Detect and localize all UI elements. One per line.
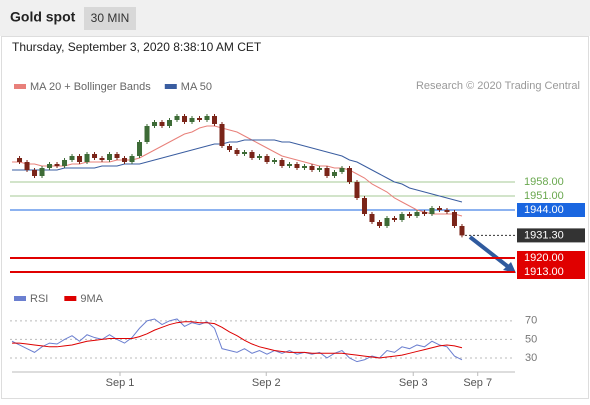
chart-frame <box>1 36 589 399</box>
candle <box>114 154 120 158</box>
candle <box>227 146 233 150</box>
x-tick-label: Sep 2 <box>252 377 281 389</box>
level-box <box>517 203 585 217</box>
legend-swatch <box>164 84 177 89</box>
candle <box>399 214 405 220</box>
level-box <box>517 265 585 279</box>
legend-label: RSI <box>30 293 48 305</box>
candle <box>459 226 465 236</box>
candle <box>436 208 442 210</box>
legend-label: MA 50 <box>181 81 212 93</box>
candle <box>189 118 195 122</box>
candle <box>384 218 390 226</box>
candle <box>429 208 435 214</box>
level-box <box>517 228 585 243</box>
level-label: 1944.00 <box>524 204 564 216</box>
candle <box>249 152 255 158</box>
x-tick-label: Sep 7 <box>463 377 492 389</box>
candle <box>129 156 135 162</box>
candle <box>444 210 450 212</box>
y-tick-label: 50 <box>525 333 537 345</box>
candle <box>24 162 30 170</box>
candle <box>32 170 38 176</box>
level-label: 1920.00 <box>524 252 564 264</box>
candle <box>406 214 412 216</box>
legend-label: MA 20 + Bollinger Bands <box>30 81 151 93</box>
candle <box>99 158 105 160</box>
candle <box>204 116 210 120</box>
instrument-title: Gold spot <box>10 9 76 25</box>
date: Thursday, September 3, 2020 8:38:10 AM C… <box>12 40 262 54</box>
candle <box>182 116 188 122</box>
candle <box>301 166 307 168</box>
candle <box>174 116 180 120</box>
candle <box>47 164 53 168</box>
candle <box>17 158 23 162</box>
candle <box>294 164 300 168</box>
candle <box>84 154 90 162</box>
candle <box>39 168 45 176</box>
indicator-line <box>12 321 463 359</box>
timeframe[interactable]: 30 MIN <box>91 11 130 25</box>
candle <box>391 218 397 220</box>
credit: Research © 2020 Trading Central <box>416 80 580 92</box>
candle <box>197 118 203 120</box>
candle <box>324 168 330 176</box>
candle <box>339 168 345 172</box>
level-label: 1951.00 <box>524 190 564 202</box>
candle <box>167 120 173 126</box>
candle <box>144 126 150 142</box>
x-tick-label: Sep 1 <box>106 377 135 389</box>
candle <box>346 168 352 182</box>
candle <box>92 154 98 158</box>
forecast-arrow <box>468 235 513 271</box>
level-label: 1913.00 <box>524 266 564 278</box>
candle <box>212 116 218 124</box>
level-box <box>517 251 585 265</box>
indicator-line <box>12 139 463 203</box>
indicator-line <box>11 318 463 363</box>
level-label: 1931.30 <box>524 229 564 241</box>
y-tick-label: 70 <box>525 315 537 327</box>
candle <box>309 166 315 170</box>
legend-swatch <box>64 296 77 301</box>
candle <box>286 164 292 166</box>
candle <box>376 222 382 226</box>
candle <box>122 158 128 162</box>
candle <box>264 156 270 162</box>
candle <box>414 212 420 216</box>
candle <box>219 124 225 146</box>
candle <box>242 152 248 154</box>
candle <box>152 122 158 126</box>
candle <box>271 160 277 162</box>
candle <box>421 212 427 214</box>
candle <box>234 150 240 154</box>
legend-label: 9MA <box>80 293 103 305</box>
candle <box>369 214 375 222</box>
candle <box>77 156 83 162</box>
timeframe-badge[interactable] <box>84 7 136 30</box>
candle <box>54 164 60 166</box>
candle <box>354 182 360 198</box>
candle <box>257 156 263 158</box>
candle <box>361 198 367 214</box>
x-tick-label: Sep 3 <box>399 377 428 389</box>
candle <box>159 122 165 126</box>
candle <box>69 156 75 160</box>
candle <box>451 212 457 226</box>
arrow-head <box>503 262 516 273</box>
level-label: 1958.00 <box>524 176 564 188</box>
indicator-line <box>12 125 463 217</box>
candle <box>137 142 143 156</box>
legend-swatch <box>14 296 26 301</box>
candle <box>316 168 322 170</box>
y-tick-label: 30 <box>525 352 537 364</box>
candle <box>62 160 68 166</box>
legend-swatch <box>14 84 26 89</box>
candle <box>331 172 337 176</box>
candle <box>279 160 285 166</box>
candle <box>107 154 113 160</box>
